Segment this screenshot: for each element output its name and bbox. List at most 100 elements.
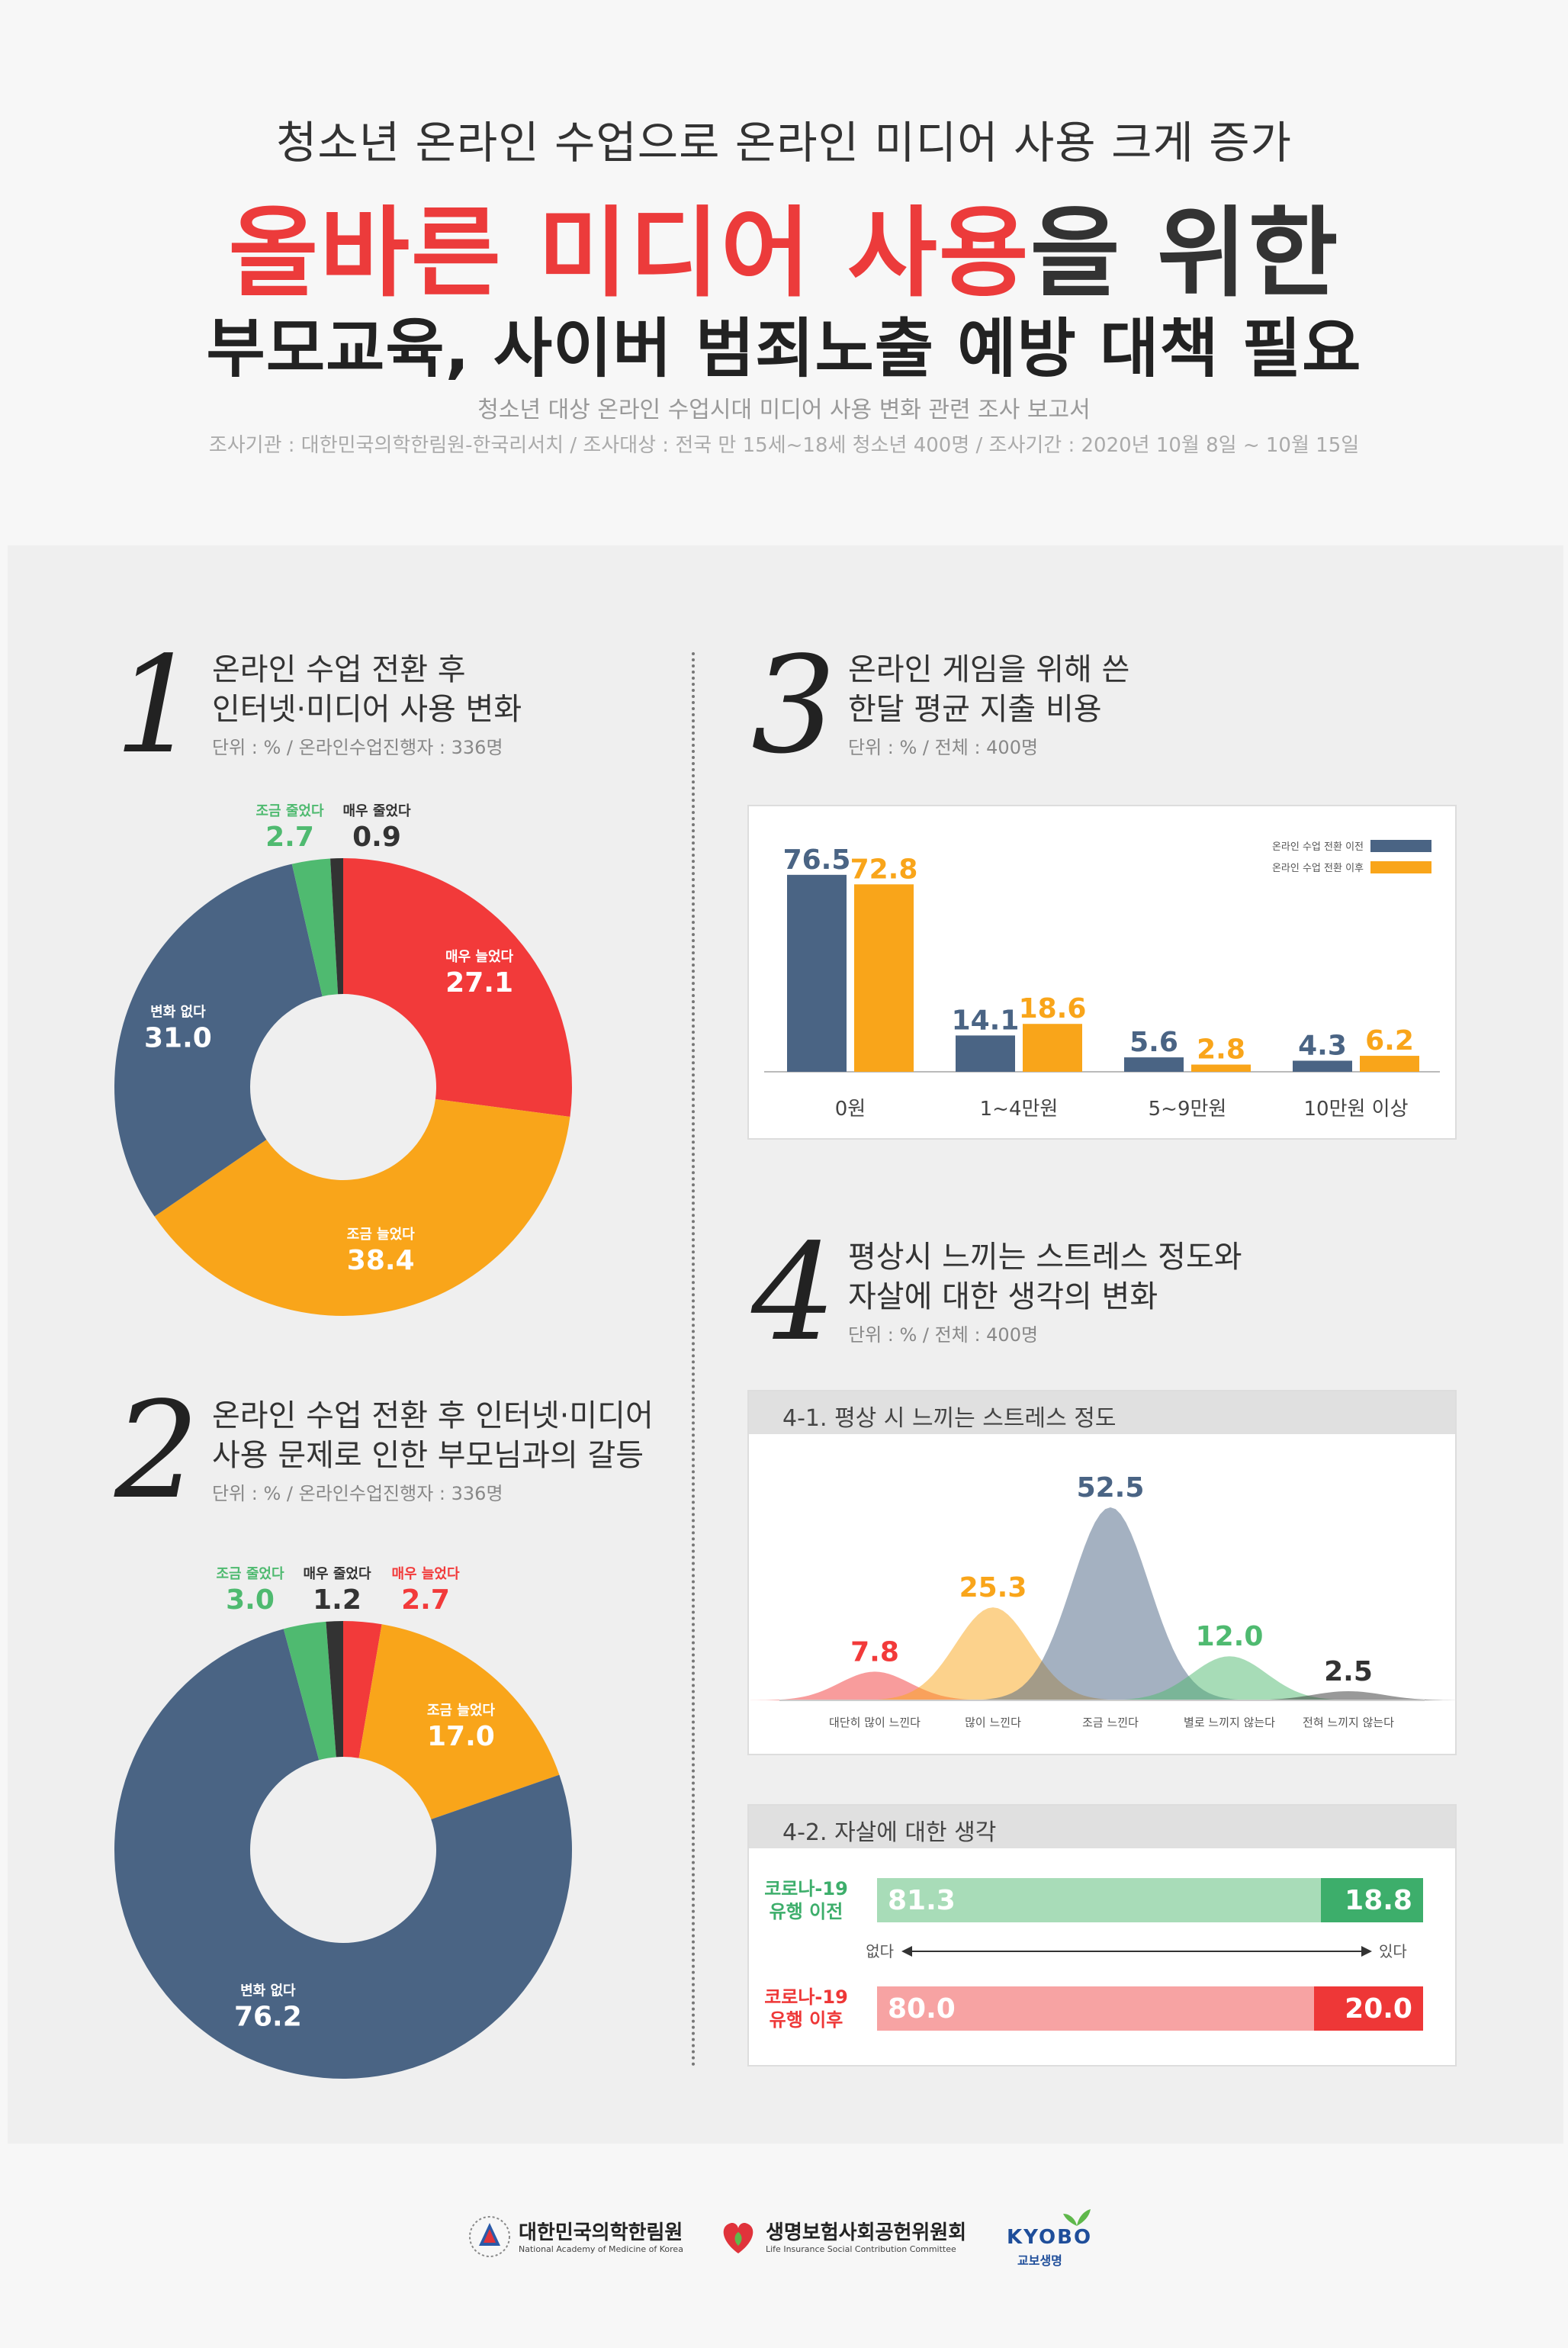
- header: 청소년 온라인 수업으로 온라인 미디어 사용 크게 증가 올바른 미디어 사용…: [0, 0, 1568, 545]
- row-after-label: 코로나-19 유행 이후: [764, 1986, 848, 2031]
- bar-category-3: 10만원 이상: [1303, 1098, 1408, 1121]
- section-3-title: 온라인 게임을 위해 쓴 한달 평균 지출 비용: [848, 650, 1129, 729]
- header-title: 올바른 미디어 사용을 위한: [0, 174, 1568, 315]
- row-before-none-bar: 81.3: [877, 1878, 1321, 1922]
- stress-curve-4: [1207, 1691, 1455, 1700]
- donut2-slice-0: [343, 1621, 382, 1758]
- donut2-slice-4: [326, 1621, 343, 1758]
- axis-right-label: 있다: [1379, 1942, 1407, 1960]
- donut1-slice-2-value: 31.0: [144, 1022, 212, 1053]
- section-4-title-line1: 평상시 느끼는 스트레스 정도와: [848, 1240, 1242, 1275]
- donut1-slice-3-value: 2.7: [265, 822, 314, 853]
- donut2-slice-1-label: 조금 늘었다: [427, 1703, 496, 1719]
- stress-value-0: 7.8: [850, 1636, 899, 1668]
- section-4-title: 평상시 느끼는 스트레스 정도와 자살에 대한 생각의 변화: [848, 1237, 1242, 1317]
- stress-chart-title: 4-1. 평상 시 느끼는 스트레스 정도: [782, 1405, 1117, 1432]
- stress-category-3: 별로 느끼지 않는다: [1184, 1716, 1275, 1729]
- bar-legend-0-swatch: [1370, 840, 1431, 852]
- footer: [0, 2144, 1568, 2348]
- bar-category-2: 5~9만원: [1149, 1098, 1227, 1121]
- section-3-unit: 단위 : % / 전체 : 400명: [848, 737, 1039, 758]
- kyobo-name: KYOBO: [1007, 2226, 1093, 2249]
- donut1-slice-0-label: 매우 늘었다: [445, 949, 514, 965]
- nam-sub: National Academy of Medicine of Korea: [519, 2244, 683, 2254]
- donut2-slice-3-label: 조금 줄었다: [216, 1566, 284, 1582]
- suicide-chart-header: 4-2. 자살에 대한 생각: [749, 1806, 1455, 1848]
- section-3-title-line1: 온라인 게임을 위해 쓴: [848, 652, 1130, 687]
- stress-curve-2: [955, 1507, 1266, 1700]
- stress-category-2: 조금 느낀다: [1082, 1716, 1139, 1729]
- donut-chart-2: 매우 늘었다 2.7 조금 늘었다 17.0 변화 없다 76.2 조금 줄었다 3.0 매우 …: [114, 1566, 573, 2079]
- row-before-label: 코로나-19 유행 이전: [764, 1877, 848, 1923]
- stress-curve-3: [1078, 1656, 1380, 1700]
- header-title-highlight: 올바른 미디어 사용: [228, 197, 1030, 310]
- row-after-has-value: 20.0: [1345, 1993, 1412, 2025]
- bar-2-1: [1191, 1064, 1251, 1072]
- header-title-rest: 을 위한: [1030, 197, 1340, 310]
- donut-chart-1: 매우 늘었다 27.1 조금 늘었다 38.4 변화 없다 31.0 조금 줄었다 2.7 매우…: [114, 803, 572, 1316]
- heart-leaf-icon: [723, 2222, 753, 2253]
- stress-category-4: 전혀 느끼지 않는다: [1303, 1716, 1394, 1729]
- section-2-title: 온라인 수업 전환 후 인터넷·미디어 사용 문제로 인한 부모님과의 갈등: [212, 1396, 654, 1475]
- bar-legend-1-swatch: [1370, 861, 1431, 873]
- bar-3-1-value: 6.2: [1365, 1025, 1414, 1057]
- row-before-has-value: 18.8: [1345, 1885, 1412, 1916]
- donut1-slice-3: [291, 858, 339, 997]
- row-before-none-value: 81.3: [888, 1885, 956, 1916]
- bar-2-0-value: 5.6: [1129, 1027, 1178, 1058]
- donut2-slice-2: [114, 1629, 573, 2079]
- lisc-sub: Life Insurance Social Contribution Commi…: [766, 2244, 956, 2254]
- nam-name: 대한민국의학한림원: [519, 2221, 683, 2244]
- section-4-number: 4: [751, 1216, 837, 1371]
- stress-value-4: 2.5: [1324, 1656, 1373, 1687]
- bar-3-0-value: 4.3: [1298, 1030, 1347, 1061]
- section-3-title-line2: 한달 평균 지출 비용: [848, 692, 1102, 727]
- donut2-slice-0-value: 2.7: [401, 1584, 450, 1616]
- donut2-slice-0-label: 매우 늘었다: [391, 1566, 460, 1582]
- donut1-slice-4-value: 0.9: [352, 822, 401, 853]
- axis-left-label: 없다: [866, 1942, 894, 1960]
- stress-chart-card: 4-1. 평상 시 느끼는 스트레스 정도 7.8 대단히 많이 느낀다 25.3 많…: [747, 1390, 1457, 1755]
- survey-meta: 조사기관 : 대한민국의학한림원-한국리서치 / 조사대상 : 전국 만 15세…: [208, 434, 1360, 457]
- stress-value-1: 25.3: [959, 1572, 1027, 1603]
- row-after-label-line2: 유행 이후: [769, 2009, 843, 2031]
- row-before-label-line1: 코로나-19: [764, 1878, 848, 1899]
- report-name: 청소년 대상 온라인 수업시대 미디어 사용 변화 관련 조사 보고서: [477, 397, 1091, 423]
- bar-3-0: [1293, 1060, 1352, 1072]
- suicide-chart-title: 4-2. 자살에 대한 생각: [782, 1819, 997, 1846]
- donut2-slice-4-value: 1.2: [313, 1584, 361, 1616]
- bar-category-1: 1~4만원: [980, 1098, 1059, 1121]
- header-subtitle: 청소년 온라인 수업으로 온라인 미디어 사용 크게 증가: [276, 117, 1292, 169]
- kyobo-sub: 교보생명: [1017, 2253, 1062, 2268]
- header-title-line2: 부모교육, 사이버 범죄노출 예방 대책 필요: [206, 311, 1362, 386]
- donut2-slice-4-label: 매우 줄었다: [303, 1566, 371, 1582]
- donut1-slice-1: [154, 1098, 570, 1316]
- row-after-label-line1: 코로나-19: [764, 1986, 848, 2008]
- row-after-none-bar: 80.0: [877, 1986, 1314, 2031]
- bar-legend-0-label: 온라인 수업 전환 이전: [1272, 841, 1364, 853]
- donut2-slice-1: [358, 1624, 560, 1819]
- section-4-unit: 단위 : % / 전체 : 400명: [848, 1324, 1039, 1346]
- donut1-slice-0-value: 27.1: [445, 967, 513, 999]
- section-4-title-line2: 자살에 대한 생각의 변화: [848, 1279, 1158, 1314]
- bar-chart-card: 76.5 72.8 0원 14.1 18.6 1~4만원 5.6 2.8 5~9만원 4.3 6.2…: [747, 805, 1457, 1140]
- bar-1-0: [956, 1035, 1015, 1072]
- donut2-slice-3: [283, 1621, 336, 1761]
- stress-curve-1: [842, 1607, 1144, 1700]
- dotted-divider: [692, 652, 695, 2067]
- section-1-number: 1: [114, 629, 200, 783]
- donut1-slice-2-label: 변화 없다: [150, 1004, 206, 1020]
- donut2-slice-3-value: 3.0: [226, 1584, 275, 1616]
- section-2-title-line2: 사용 문제로 인한 부모님과의 갈등: [212, 1438, 644, 1473]
- donut1-slice-3-label: 조금 줄었다: [255, 803, 324, 819]
- row-after-none-value: 80.0: [888, 1993, 956, 2025]
- donut2-slice-2-value: 76.2: [234, 2002, 302, 2033]
- section-3-number: 3: [751, 629, 837, 783]
- stress-category-1: 많이 느낀다: [965, 1716, 1021, 1729]
- bar-category-0: 0원: [835, 1098, 866, 1121]
- row-before-has-bar: 18.8: [1320, 1878, 1423, 1922]
- stress-chart-header: 4-1. 평상 시 느끼는 스트레스 정도: [749, 1391, 1455, 1434]
- section-2-number: 2: [114, 1374, 200, 1529]
- bar-1-1: [1023, 1024, 1082, 1072]
- section-1-title-line2: 인터넷·미디어 사용 변화: [212, 692, 522, 727]
